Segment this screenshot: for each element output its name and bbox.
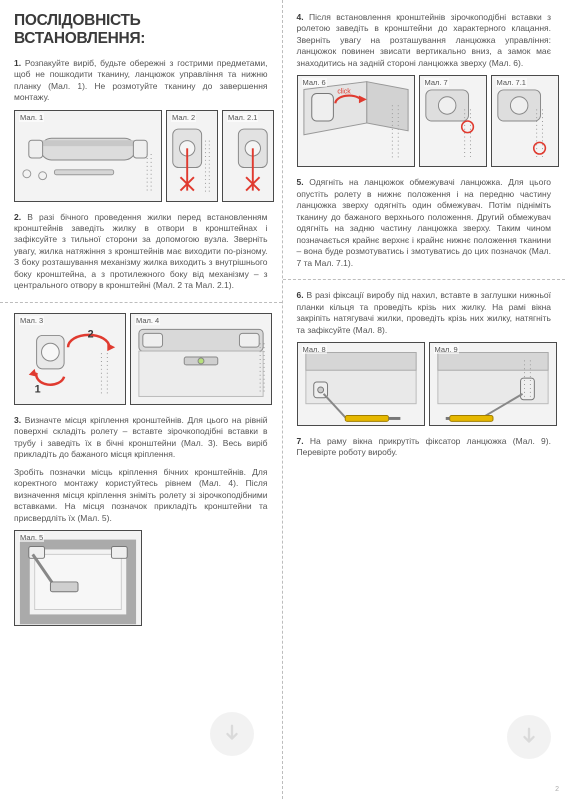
figure-label: Мал. 2	[171, 113, 196, 122]
step-num: 3.	[14, 415, 21, 425]
page-title: ПОСЛІДОВНІСТЬ ВСТАНОВЛЕННЯ:	[14, 12, 268, 48]
step-text: На раму вікна прикрутіть фіксатор ланцюж…	[297, 436, 551, 457]
click-bracket-icon: click	[298, 75, 414, 167]
figure-label: Мал. 9	[434, 345, 459, 354]
step-text: В разі фіксації виробу під нахил, вставт…	[297, 290, 552, 334]
assembly-icon: 2 1	[15, 313, 125, 405]
watermark-icon	[210, 712, 254, 756]
step-4: 4. Після встановлення кронштейнів зірочк…	[297, 12, 552, 69]
horizontal-divider	[0, 302, 282, 303]
watermark-icon	[507, 715, 551, 759]
chain-limiter-icon	[420, 75, 486, 167]
fig-row-6-7: Мал. 6 click Мал. 7	[297, 75, 552, 167]
chain-fixator-icon	[430, 342, 556, 426]
roller-parts-icon	[15, 110, 161, 202]
step-num: 6.	[297, 290, 304, 300]
step-1: 1. Розпакуйте виріб, будьте обережні з г…	[14, 58, 268, 104]
step-num: 4.	[297, 12, 304, 22]
figure-label: Мал. 7.1	[496, 78, 527, 87]
step-num: 1.	[14, 58, 21, 68]
horizontal-divider	[283, 279, 565, 280]
step-num: 2.	[14, 212, 21, 222]
figure-9: Мал. 9	[429, 342, 557, 426]
page-number: 2	[555, 786, 559, 793]
svg-text:2: 2	[88, 328, 94, 340]
figure-label: Мал. 4	[135, 316, 160, 325]
page: ПОСЛІДОВНІСТЬ ВСТАНОВЛЕННЯ: 1. Розпакуйт…	[0, 0, 565, 799]
fig-row-3-4: Мал. 3 2 1 Мал. 4	[14, 313, 268, 405]
chain-limiter-alt-icon	[492, 75, 558, 167]
step-5: 5. Одягніть на ланцюжок обмежувачі ланцю…	[297, 177, 552, 269]
level-mount-icon	[131, 313, 271, 405]
figure-4: Мал. 4	[130, 313, 272, 405]
figure-label: Мал. 3	[19, 316, 44, 325]
step-3b: Зробіть позначки місць кріплення бічних …	[14, 467, 268, 524]
right-column: 4. Після встановлення кронштейнів зірочк…	[283, 0, 565, 799]
step-2: 2. В разі бічного проведення жилки перед…	[14, 212, 268, 292]
figure-3: Мал. 3 2 1	[14, 313, 126, 405]
step-text: Зробіть позначки місць кріплення бічних …	[14, 467, 268, 523]
tensioner-icon	[298, 342, 424, 426]
step-num: 7.	[297, 436, 304, 446]
step-num: 5.	[297, 177, 304, 187]
figure-label: Мал. 2.1	[227, 113, 258, 122]
step-6: 6. В разі фіксації виробу під нахил, вст…	[297, 290, 552, 336]
figure-label: Мал. 6	[302, 78, 327, 87]
step-text: Розпакуйте виріб, будьте обережні з гост…	[14, 58, 268, 102]
step-3a: 3. Визначте місця кріплення кронштейнів.…	[14, 415, 268, 461]
figure-6: Мал. 6 click	[297, 75, 415, 167]
step-7: 7. На раму вікна прикрутіть фіксатор лан…	[297, 436, 552, 459]
figure-1: Мал. 1	[14, 110, 162, 202]
figure-8: Мал. 8	[297, 342, 425, 426]
figure-2-1: Мал. 2.1	[222, 110, 274, 202]
figure-7: Мал. 7	[419, 75, 487, 167]
bracket-thread-alt-icon	[223, 110, 273, 202]
frame-drill-icon	[15, 530, 141, 626]
svg-text:1: 1	[35, 383, 41, 395]
step-text: В разі бічного проведення жилки перед вс…	[14, 212, 268, 291]
step-text: Одягніть на ланцюжок обмежувачі ланцюжка…	[297, 177, 552, 267]
fig-row-1-2: Мал. 1 Мал. 2	[14, 110, 268, 202]
step-text: Після встановлення кронштейнів зірочкопо…	[297, 12, 552, 68]
figure-label: Мал. 7	[424, 78, 449, 87]
bracket-thread-icon	[167, 110, 217, 202]
step-text: Визначте місця кріплення кронштейнів. Дл…	[14, 415, 268, 459]
figure-2: Мал. 2	[166, 110, 218, 202]
left-column: ПОСЛІДОВНІСТЬ ВСТАНОВЛЕННЯ: 1. Розпакуйт…	[0, 0, 283, 799]
fig-row-5: Мал. 5	[14, 530, 268, 626]
figure-7-1: Мал. 7.1	[491, 75, 559, 167]
figure-label: Мал. 8	[302, 345, 327, 354]
figure-label: Мал. 5	[19, 533, 44, 542]
fig-row-8-9: Мал. 8 Мал. 9	[297, 342, 552, 426]
click-label: click	[337, 89, 351, 96]
figure-label: Мал. 1	[19, 113, 44, 122]
figure-5: Мал. 5	[14, 530, 142, 626]
